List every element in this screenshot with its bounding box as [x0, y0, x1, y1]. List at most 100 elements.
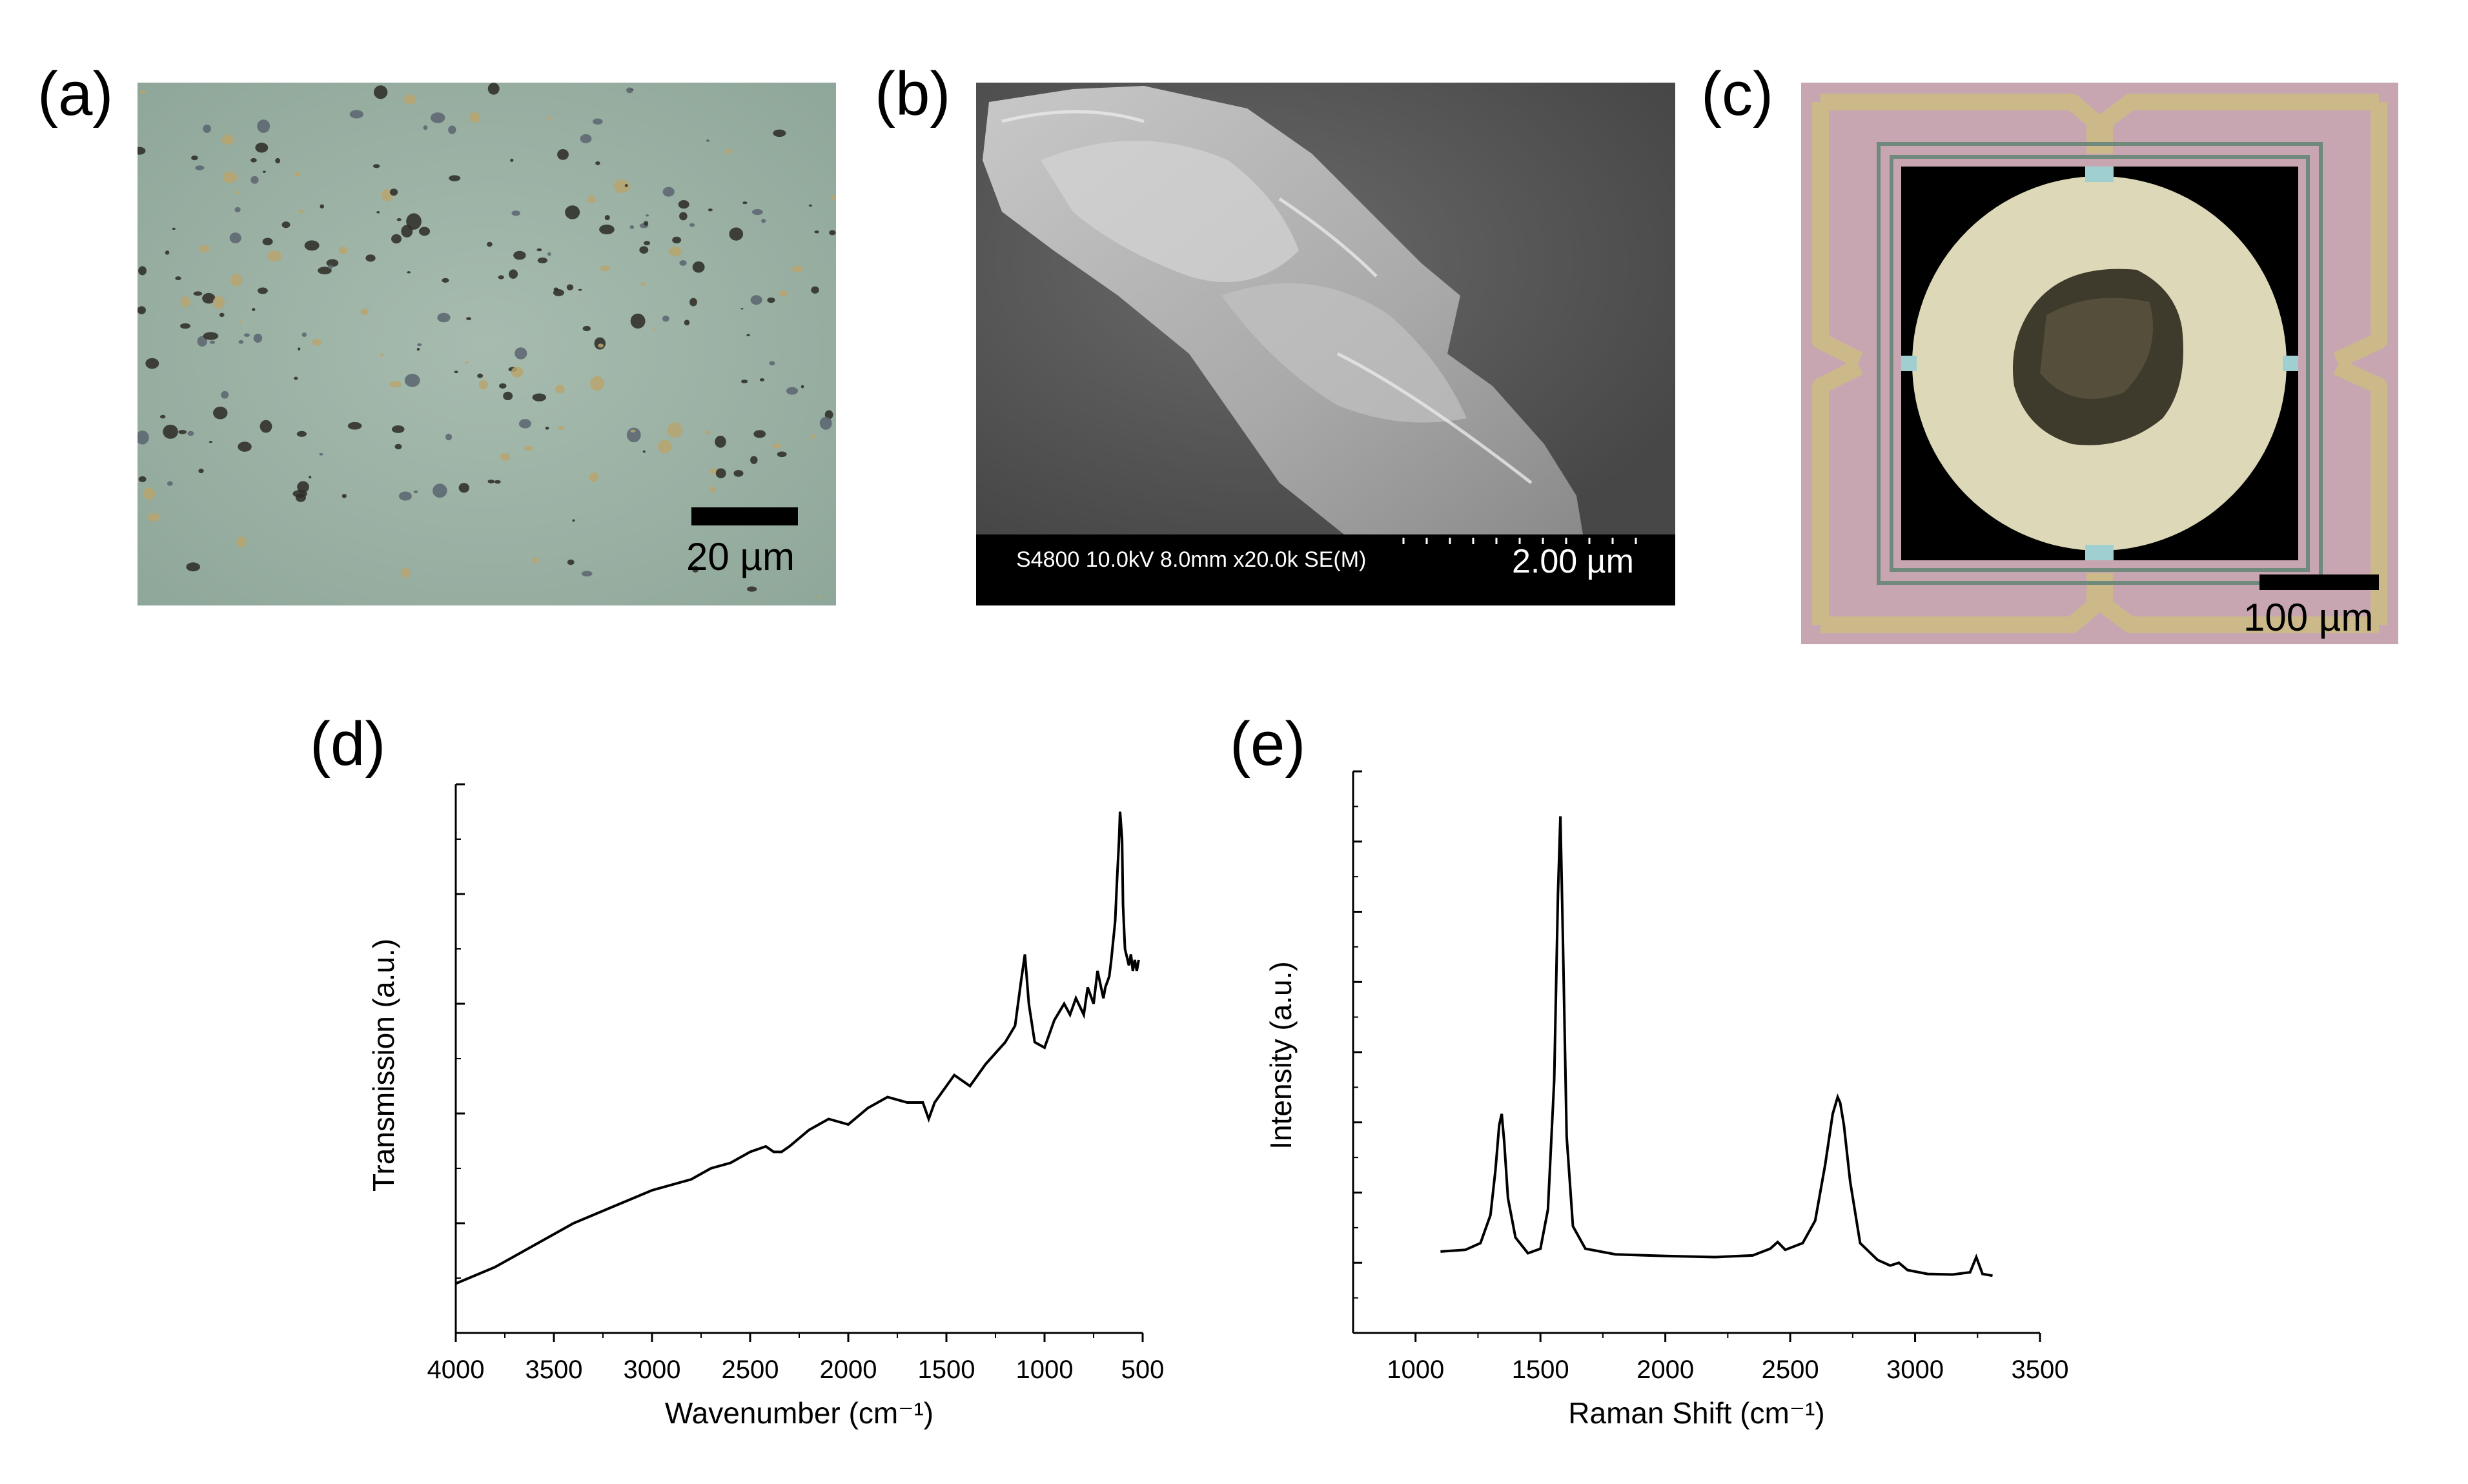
flake	[594, 337, 606, 350]
flake	[518, 419, 531, 429]
flake	[708, 208, 713, 212]
e-x-tick-label: 2500	[1762, 1356, 1819, 1384]
flake	[555, 384, 565, 394]
flake	[255, 142, 269, 153]
flake	[643, 221, 649, 226]
flake	[445, 433, 453, 441]
flake	[510, 158, 514, 162]
flake	[257, 119, 270, 133]
flake	[769, 361, 775, 366]
scale-label-c: 100 µm	[2243, 596, 2374, 639]
flake	[260, 420, 272, 433]
flake	[406, 213, 422, 230]
d-x-tick-label: 4000	[427, 1356, 485, 1384]
sem-image-b: S4800 10.0kV 8.0mm x20.0k SE(M) 2.00 µm	[976, 83, 1675, 605]
flake	[430, 112, 445, 123]
flake	[557, 149, 569, 160]
flake	[662, 187, 675, 197]
ftir-y-axis-title: Transmission (a.u.)	[367, 939, 400, 1192]
flake	[138, 306, 146, 314]
ftir-chart: 4000 3500 3000 2500 2000 1500 1000 500 Wavenumb…	[367, 783, 1164, 1430]
flake	[423, 125, 428, 130]
flake	[767, 297, 775, 303]
flake	[191, 155, 198, 161]
flake	[545, 427, 549, 430]
flake	[167, 481, 173, 486]
flake	[145, 358, 159, 369]
flake	[374, 85, 388, 99]
flake	[494, 480, 501, 484]
flake	[326, 259, 339, 267]
flake	[318, 267, 332, 274]
flake	[604, 215, 610, 221]
flake	[221, 134, 234, 145]
flake	[672, 236, 682, 244]
panel-label-a: (a)	[37, 59, 114, 128]
flake	[487, 83, 500, 95]
flake	[319, 452, 323, 456]
panel-label-c: (c)	[1701, 59, 1773, 128]
flake	[267, 250, 282, 261]
flake	[297, 347, 301, 351]
flake	[448, 125, 456, 134]
flake	[198, 469, 204, 474]
flake	[773, 129, 786, 137]
flake	[469, 112, 480, 123]
flake	[477, 373, 484, 378]
flake	[230, 274, 243, 287]
flake	[662, 315, 669, 322]
flake	[546, 117, 551, 120]
flake	[138, 147, 146, 155]
flake	[295, 493, 306, 502]
flake	[587, 195, 596, 204]
scale-label-a: 20 µm	[686, 535, 795, 578]
flake	[547, 252, 551, 256]
flake	[810, 434, 816, 438]
flake	[715, 435, 726, 448]
flake	[565, 205, 580, 219]
flake	[389, 188, 398, 196]
panel-label-e: (e)	[1230, 709, 1306, 778]
flake	[733, 470, 744, 477]
flake	[262, 238, 273, 246]
flake	[394, 443, 402, 450]
raman-x-axis-title: Raman Shift (cm⁻¹)	[1568, 1396, 1824, 1430]
flake	[709, 486, 717, 493]
flake	[689, 298, 697, 307]
flake	[515, 347, 527, 360]
flake	[404, 374, 420, 387]
flake	[203, 125, 211, 133]
e-x-tick-label: 1000	[1387, 1356, 1444, 1384]
flake	[761, 219, 766, 223]
flake	[187, 431, 194, 436]
flake	[262, 170, 266, 173]
flake	[209, 340, 216, 344]
flake	[413, 490, 418, 494]
flake	[454, 371, 458, 374]
flake	[238, 320, 242, 324]
flake	[614, 179, 629, 194]
flake	[742, 201, 748, 205]
flake	[180, 323, 190, 329]
flake	[138, 476, 147, 482]
panel-label-b: (b)	[875, 59, 951, 128]
flake	[365, 254, 376, 262]
flake	[553, 287, 559, 292]
flake	[389, 381, 402, 388]
flake	[657, 440, 672, 454]
flake	[629, 225, 635, 229]
flake	[786, 387, 799, 395]
flake	[639, 246, 649, 254]
sem-info-text: S4800 10.0kV 8.0mm x20.0k SE(M)	[1016, 547, 1367, 572]
ftir-x-axis-title: Wavenumber (cm⁻¹)	[665, 1396, 933, 1430]
flake	[172, 227, 176, 230]
flake	[212, 296, 225, 309]
flake	[593, 118, 603, 125]
flake	[678, 200, 689, 209]
flake	[746, 586, 757, 592]
e-x-tick-label: 3500	[2012, 1356, 2069, 1384]
flake	[301, 332, 307, 337]
flake	[209, 441, 213, 443]
flake	[221, 391, 229, 399]
flake	[537, 257, 548, 263]
